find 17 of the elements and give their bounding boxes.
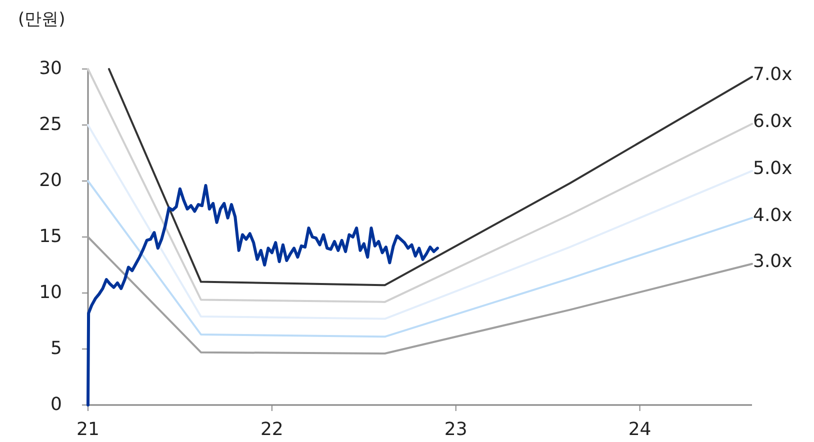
y-tick-label: 20 — [39, 170, 62, 191]
series-label: 3.0x — [753, 250, 793, 272]
x-tick-label: 22 — [260, 418, 284, 440]
y-tick-label: 5 — [50, 338, 62, 359]
series-label: 7.0x — [753, 64, 793, 85]
y-tick-label: 25 — [39, 114, 62, 135]
y-axis-title: (만원) — [18, 10, 66, 30]
series-label: 6.0x — [753, 110, 793, 132]
y-tick-label: 30 — [39, 58, 62, 79]
series-label: 5.0x — [753, 158, 793, 179]
y-tick-label: 10 — [39, 282, 62, 303]
x-tick-label: 24 — [628, 418, 652, 440]
x-tick-label: 21 — [76, 418, 100, 440]
y-tick-label: 0 — [50, 394, 62, 415]
x-tick-label: 23 — [444, 418, 468, 440]
y-tick-label: 15 — [39, 226, 62, 247]
series-label: 4.0x — [753, 204, 793, 226]
